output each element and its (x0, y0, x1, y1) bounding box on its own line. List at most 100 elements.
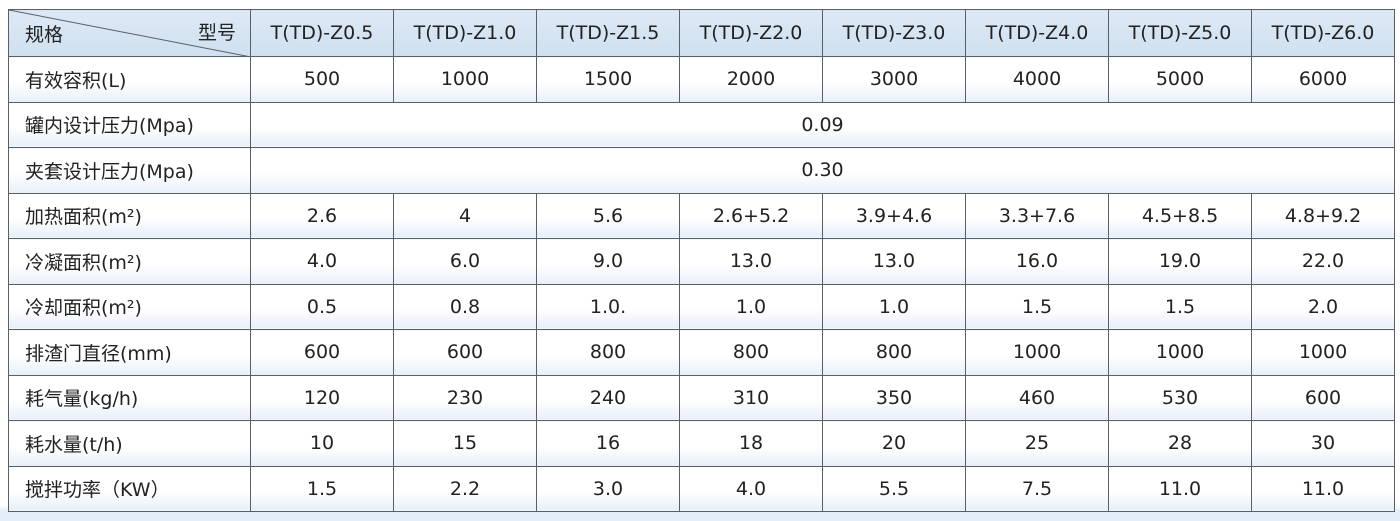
row-header-label: 规格 (25, 24, 64, 46)
cell: 240 (536, 374, 680, 421)
cell: 5000 (1108, 56, 1252, 103)
row-label: 排渣门直径(mm) (8, 329, 251, 376)
row-label: 耗气量(kg/h) (8, 374, 251, 421)
cell: 1.0. (536, 283, 680, 330)
cell: 5.5 (822, 465, 966, 512)
cell: 230 (393, 374, 537, 421)
column-header: T(TD)-Z1.5 (536, 9, 680, 57)
cell: 600 (250, 329, 394, 376)
cell: 20 (822, 420, 966, 467)
table-row: 加热面积(m²) 2.6 4 5.6 2.6+5.2 3.9+4.6 3.3+7.6 4.5+… (8, 192, 1395, 239)
column-header: T(TD)-Z6.0 (1251, 9, 1395, 57)
cell: 10 (250, 420, 394, 467)
cell: 600 (393, 329, 537, 376)
cell: 800 (536, 329, 680, 376)
cell: 1.0 (822, 283, 966, 330)
cell: 1.0 (679, 283, 823, 330)
cell: 1.5 (250, 465, 394, 512)
cell: 11.0 (1108, 465, 1252, 512)
cell: 16 (536, 420, 680, 467)
cell: 11.0 (1251, 465, 1395, 512)
table-row: 搅拌功率（KW） 1.5 2.2 3.0 4.0 5.5 7.5 11.0 11.0 (8, 465, 1395, 512)
row-label: 冷凝面积(m²) (8, 238, 251, 285)
cell: 1000 (965, 329, 1109, 376)
cell: 28 (1108, 420, 1252, 467)
row-label: 加热面积(m²) (8, 192, 251, 239)
cell: 3.9+4.6 (822, 192, 966, 239)
cell: 4.0 (679, 465, 823, 512)
cell: 19.0 (1108, 238, 1252, 285)
column-header: T(TD)-Z1.0 (393, 9, 537, 57)
cell: 1000 (1251, 329, 1395, 376)
row-label: 耗水量(t/h) (8, 420, 251, 467)
cell: 6.0 (393, 238, 537, 285)
cell: 800 (822, 329, 966, 376)
cell: 2.6+5.2 (679, 192, 823, 239)
cell: 3000 (822, 56, 966, 103)
cell: 15 (393, 420, 537, 467)
corner-cell: 规格 型号 (8, 9, 251, 57)
column-header: T(TD)-Z3.0 (822, 9, 966, 57)
cell: 4.0 (250, 238, 394, 285)
row-label: 夹套设计压力(Mpa) (8, 147, 251, 194)
cell: 530 (1108, 374, 1252, 421)
cell: 13.0 (679, 238, 823, 285)
cell: 2000 (679, 56, 823, 103)
diagonal (9, 10, 251, 57)
cell: 3.0 (536, 465, 680, 512)
cell: 120 (250, 374, 394, 421)
table-row: 夹套设计压力(Mpa) 0.30 (8, 147, 1395, 194)
cell: 0.8 (393, 283, 537, 330)
row-label: 有效容积(L) (8, 56, 251, 103)
column-header: T(TD)-Z5.0 (1108, 9, 1252, 57)
cell: 1500 (536, 56, 680, 103)
cell: 0.5 (250, 283, 394, 330)
cell: 5.6 (536, 192, 680, 239)
table-row: 冷凝面积(m²) 4.0 6.0 9.0 13.0 13.0 16.0 19.0 22.0 (8, 238, 1395, 285)
column-header: T(TD)-Z4.0 (965, 9, 1109, 57)
cell: 500 (250, 56, 394, 103)
cell: 800 (679, 329, 823, 376)
table-row: 冷却面积(m²) 0.5 0.8 1.0. 1.0 1.0 1.5 1.5 2.0 (8, 283, 1395, 330)
cell: 7.5 (965, 465, 1109, 512)
cell: 1.5 (965, 283, 1109, 330)
cell: 2.2 (393, 465, 537, 512)
cell: 0.30 (250, 147, 1395, 194)
header-row: 规格 型号 T(TD)-Z0.5 T(TD)-Z1.0 T(TD)-Z1.5 T(TD… (8, 9, 1395, 57)
cell: 25 (965, 420, 1109, 467)
cell: 1000 (393, 56, 537, 103)
column-header: T(TD)-Z0.5 (250, 9, 394, 57)
cell: 600 (1251, 374, 1395, 421)
table-row: 耗气量(kg/h) 120 230 240 310 350 460 530 600 (8, 374, 1395, 421)
cell: 3.3+7.6 (965, 192, 1109, 239)
cell: 9.0 (536, 238, 680, 285)
row-label: 搅拌功率（KW） (8, 465, 251, 512)
cell: 16.0 (965, 238, 1109, 285)
table-body: 规格 型号 T(TD)-Z0.5 T(TD)-Z1.0 T(TD)-Z1.5 T(TD… (8, 9, 1395, 512)
cell: 22.0 (1251, 238, 1395, 285)
cell: 4.5+8.5 (1108, 192, 1252, 239)
cell: 1000 (1108, 329, 1252, 376)
cell: 460 (965, 374, 1109, 421)
cell: 6000 (1251, 56, 1395, 103)
column-header: T(TD)-Z2.0 (679, 9, 823, 57)
cell: 13.0 (822, 238, 966, 285)
column-header-label: 型号 (197, 22, 236, 44)
table-row: 耗水量(t/h) 10 15 16 18 20 25 28 30 (8, 420, 1395, 467)
cell: 30 (1251, 420, 1395, 467)
cell: 18 (679, 420, 823, 467)
cell: 4.8+9.2 (1251, 192, 1395, 239)
cell: 4000 (965, 56, 1109, 103)
row-label: 罐内设计压力(Mpa) (8, 101, 251, 148)
table-row: 排渣门直径(mm) 600 600 800 800 800 1000 1000 1000 (8, 329, 1395, 376)
cell: 350 (822, 374, 966, 421)
table-row: 罐内设计压力(Mpa) 0.09 (8, 101, 1395, 148)
cell: 4 (393, 192, 537, 239)
cell: 1.5 (1108, 283, 1252, 330)
cell: 2.6 (250, 192, 394, 239)
spec-table: 规格 型号 T(TD)-Z0.5 T(TD)-Z1.0 T(TD)-Z1.5 T(TD… (8, 9, 1395, 512)
row-label: 冷却面积(m²) (8, 283, 251, 330)
cell: 310 (679, 374, 823, 421)
table-row: 有效容积(L) 500 1000 1500 2000 3000 4000 5000 6000 (8, 56, 1395, 103)
